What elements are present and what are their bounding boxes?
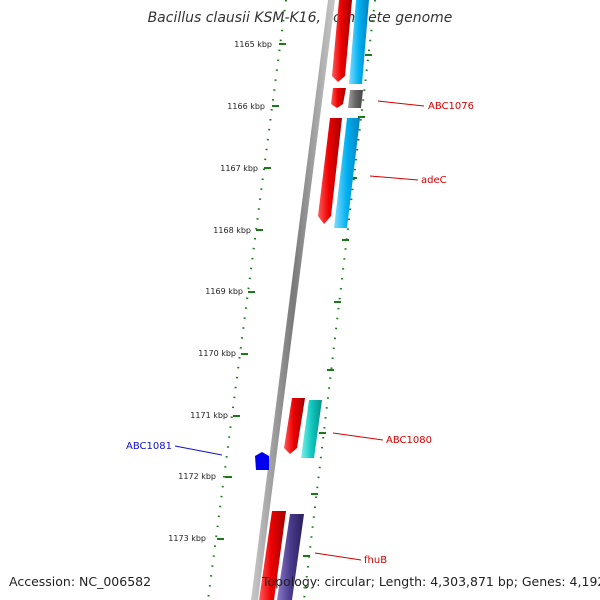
gene-label-abc1081[interactable]: ABC1081 bbox=[126, 441, 172, 452]
tick-label: 1172 kbp bbox=[178, 472, 216, 481]
cds-forward-block bbox=[318, 118, 342, 224]
gene-label-fhub[interactable]: fhuB bbox=[364, 555, 387, 566]
genome-summary-text: Topology: circular; Length: 4,303,871 bp… bbox=[262, 574, 600, 589]
tick-label: 1169 kbp bbox=[205, 287, 243, 296]
tick-label: 1173 kbp bbox=[168, 534, 206, 543]
protein-block bbox=[301, 400, 322, 458]
tick-label: 1166 kbp bbox=[227, 102, 265, 111]
cds-forward-block bbox=[284, 398, 305, 454]
tick-label: 1171 kbp bbox=[190, 411, 228, 420]
callout-lines bbox=[174, 100, 425, 561]
cds-forward-block bbox=[331, 88, 346, 108]
cds-reverse-block bbox=[255, 452, 269, 470]
protein-block bbox=[277, 514, 304, 600]
tick-label: 1165 kbp bbox=[234, 40, 272, 49]
rna-block bbox=[348, 90, 363, 108]
protein-block bbox=[334, 118, 360, 228]
tick-label: 1167 kbp bbox=[220, 164, 258, 173]
genome-backbone bbox=[251, 0, 335, 600]
tick-guide-inner bbox=[207, 0, 287, 600]
protein-block bbox=[349, 0, 369, 84]
gene-label-abc1080[interactable]: ABC1080 bbox=[386, 435, 432, 446]
cds-forward-block bbox=[332, 0, 352, 82]
accession-text: Accession: NC_006582 bbox=[9, 574, 152, 589]
gene-label-abc1076[interactable]: ABC1076 bbox=[428, 101, 474, 112]
tick-label: 1168 kbp bbox=[213, 226, 251, 235]
gene-label-adec[interactable]: adeC bbox=[421, 175, 447, 186]
tick-marks bbox=[217, 43, 286, 540]
tick-label: 1170 kbp bbox=[198, 349, 236, 358]
map-title: Bacillus clausii KSM-K16, complete genom… bbox=[147, 10, 453, 26]
tick-guide-outer bbox=[303, 0, 376, 600]
cds-forward-block bbox=[259, 511, 286, 600]
